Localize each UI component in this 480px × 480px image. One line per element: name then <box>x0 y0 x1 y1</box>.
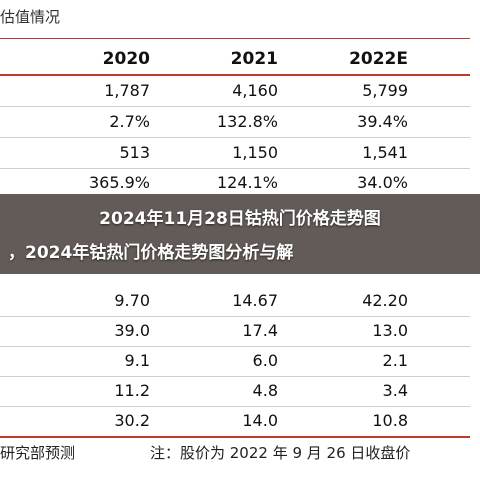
table-cell: 2.7% <box>109 112 150 131</box>
table-cell: 42.20 <box>362 291 408 310</box>
table-cell: 513 <box>119 143 150 162</box>
table-row: 39.0 17.4 13.0 <box>0 316 470 346</box>
price-note: 注：股价为 2022 年 9 月 26 日收盘价 <box>150 444 411 462</box>
table-cell: 1,541 <box>362 143 408 162</box>
col-header-2021: 2021 <box>230 49 278 69</box>
table-cell: 17.4 <box>242 321 278 340</box>
table-row: 9.70 14.67 42.20 <box>0 286 470 316</box>
table-row: 2.7% 132.8% 39.4% <box>0 107 470 137</box>
table-cell: 10.8 <box>372 411 408 430</box>
table-cell: 14.0 <box>242 411 278 430</box>
table-cell: 2.1 <box>382 351 408 370</box>
table-cell: 6.0 <box>252 351 278 370</box>
table-cell: 4.8 <box>252 381 278 400</box>
row-divider <box>0 346 470 347</box>
table-row: 9.1 6.0 2.1 <box>0 346 470 376</box>
row-divider <box>0 137 470 138</box>
table-cell: 9.70 <box>114 291 150 310</box>
table-row: 1,787 4,160 5,799 <box>0 76 470 106</box>
table-row: 365.9% 124.1% 34.0% <box>0 168 470 198</box>
row-divider <box>0 376 470 377</box>
overlay-subheadline: ，2024年钴热门价格走势图分析与解 <box>8 243 294 263</box>
row-divider <box>0 106 470 107</box>
row-divider <box>0 168 470 169</box>
table-header: 2020 2021 2022E <box>0 44 470 74</box>
page-title: 估值情况 <box>0 8 61 26</box>
table-row: 30.2 14.0 10.8 <box>0 406 470 436</box>
table-cell: 1,150 <box>232 143 278 162</box>
table-row: 513 1,150 1,541 <box>0 138 470 168</box>
table-cell: 5,799 <box>362 81 408 100</box>
table-cell: 13.0 <box>372 321 408 340</box>
table-cell: 34.0% <box>357 173 408 192</box>
table-cell: 365.9% <box>88 173 150 192</box>
row-divider <box>0 316 470 317</box>
table-cell: 124.1% <box>216 173 278 192</box>
table-cell: 9.1 <box>124 351 150 370</box>
col-header-2022e: 2022E <box>349 49 408 69</box>
col-header-2020: 2020 <box>102 49 150 69</box>
table-cell: 4,160 <box>232 81 278 100</box>
table-cell: 14.67 <box>232 291 278 310</box>
overlay-headline: 2024年11月28日钴热门价格走势图 <box>99 209 381 229</box>
table-cell: 1,787 <box>104 81 150 100</box>
header-rule <box>0 74 470 76</box>
table-cell: 11.2 <box>114 381 150 400</box>
table-cell: 30.2 <box>114 411 150 430</box>
table-cell: 132.8% <box>216 112 278 131</box>
table-cell: 3.4 <box>382 381 408 400</box>
title-overlay-banner: 2024年11月28日钴热门价格走势图 ，2024年钴热门价格走势图分析与解 <box>0 194 480 274</box>
table-cell: 39.0 <box>114 321 150 340</box>
table-row: 11.2 4.8 3.4 <box>0 376 470 406</box>
table-cell: 39.4% <box>357 112 408 131</box>
source-note: 研究部预测 <box>0 444 76 462</box>
top-rule <box>0 38 470 39</box>
bottom-rule <box>0 436 470 438</box>
row-divider <box>0 406 470 407</box>
